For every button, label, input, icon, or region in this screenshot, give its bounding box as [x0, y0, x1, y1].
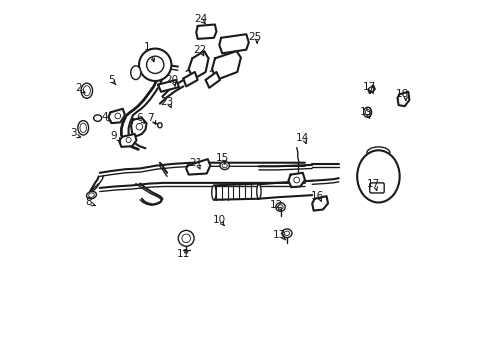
Polygon shape [212, 51, 241, 80]
Ellipse shape [94, 115, 102, 121]
Text: 25: 25 [247, 32, 261, 42]
Polygon shape [288, 173, 305, 187]
Polygon shape [108, 109, 125, 123]
Text: 15: 15 [215, 153, 228, 163]
Circle shape [293, 177, 299, 183]
Text: 11: 11 [176, 249, 189, 259]
Text: 18: 18 [395, 89, 408, 99]
Polygon shape [205, 72, 220, 88]
Text: 5: 5 [108, 75, 114, 85]
Text: 2: 2 [75, 83, 81, 93]
Text: 10: 10 [212, 215, 225, 225]
Ellipse shape [211, 185, 216, 200]
Ellipse shape [282, 229, 291, 238]
Polygon shape [131, 118, 146, 136]
Ellipse shape [363, 107, 371, 117]
Polygon shape [183, 72, 197, 86]
Text: 8: 8 [85, 197, 92, 207]
Text: 14: 14 [295, 132, 308, 143]
Polygon shape [158, 80, 179, 92]
Text: 4: 4 [102, 112, 108, 122]
Polygon shape [219, 34, 248, 53]
Text: 1: 1 [143, 42, 150, 52]
Polygon shape [196, 24, 216, 39]
Text: 16: 16 [310, 191, 323, 201]
Text: 13: 13 [273, 230, 286, 240]
Polygon shape [188, 51, 208, 79]
Text: 24: 24 [194, 14, 207, 24]
Text: 20: 20 [165, 75, 178, 85]
Ellipse shape [130, 66, 141, 80]
Polygon shape [119, 134, 136, 147]
Circle shape [126, 138, 131, 143]
Text: 22: 22 [192, 45, 206, 55]
Ellipse shape [86, 192, 96, 199]
Ellipse shape [78, 121, 88, 135]
Text: 3: 3 [70, 128, 77, 138]
Circle shape [178, 230, 194, 246]
Polygon shape [367, 86, 374, 93]
Polygon shape [311, 196, 327, 211]
Text: 12: 12 [270, 200, 283, 210]
Ellipse shape [275, 203, 285, 211]
Circle shape [368, 87, 373, 91]
Circle shape [139, 49, 171, 81]
Ellipse shape [220, 162, 229, 170]
Polygon shape [186, 159, 210, 175]
Text: 6: 6 [136, 113, 142, 123]
Text: 7: 7 [147, 113, 154, 123]
Ellipse shape [356, 150, 399, 202]
Text: 17: 17 [363, 82, 376, 92]
Ellipse shape [81, 83, 92, 98]
Text: 21: 21 [189, 158, 202, 168]
FancyBboxPatch shape [369, 183, 384, 193]
Circle shape [136, 123, 142, 130]
Circle shape [115, 113, 121, 119]
Text: 19: 19 [359, 107, 372, 117]
Text: 9: 9 [111, 131, 117, 141]
Polygon shape [397, 92, 408, 106]
Ellipse shape [158, 123, 162, 128]
Ellipse shape [256, 184, 261, 199]
Text: 17: 17 [366, 179, 379, 189]
Text: 23: 23 [160, 96, 173, 107]
